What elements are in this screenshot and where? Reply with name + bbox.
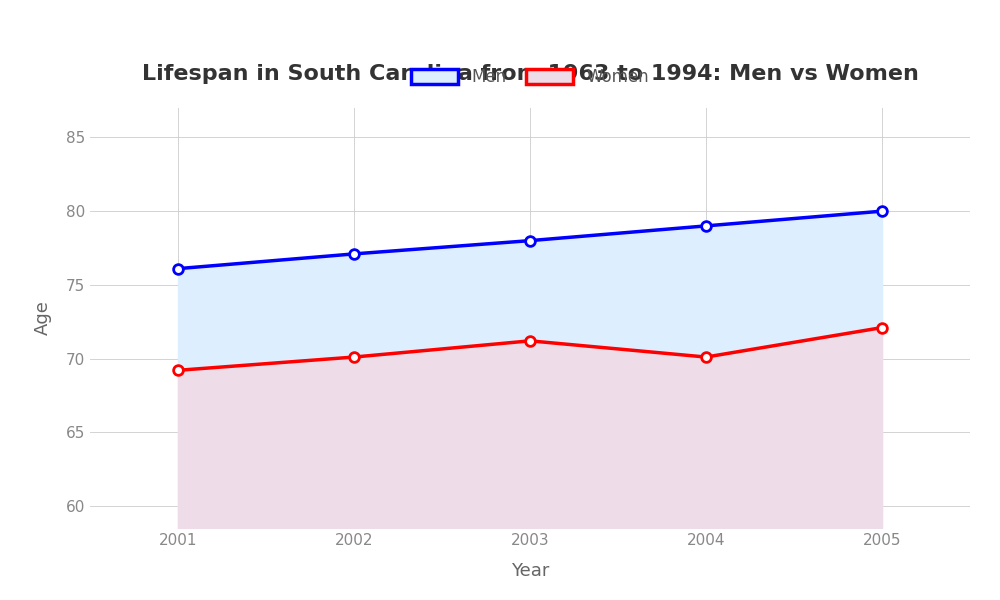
X-axis label: Year: Year: [511, 562, 549, 580]
Y-axis label: Age: Age: [34, 301, 52, 335]
Legend: Men, Women: Men, Women: [404, 62, 656, 93]
Title: Lifespan in South Carolina from 1963 to 1994: Men vs Women: Lifespan in South Carolina from 1963 to …: [142, 64, 918, 84]
